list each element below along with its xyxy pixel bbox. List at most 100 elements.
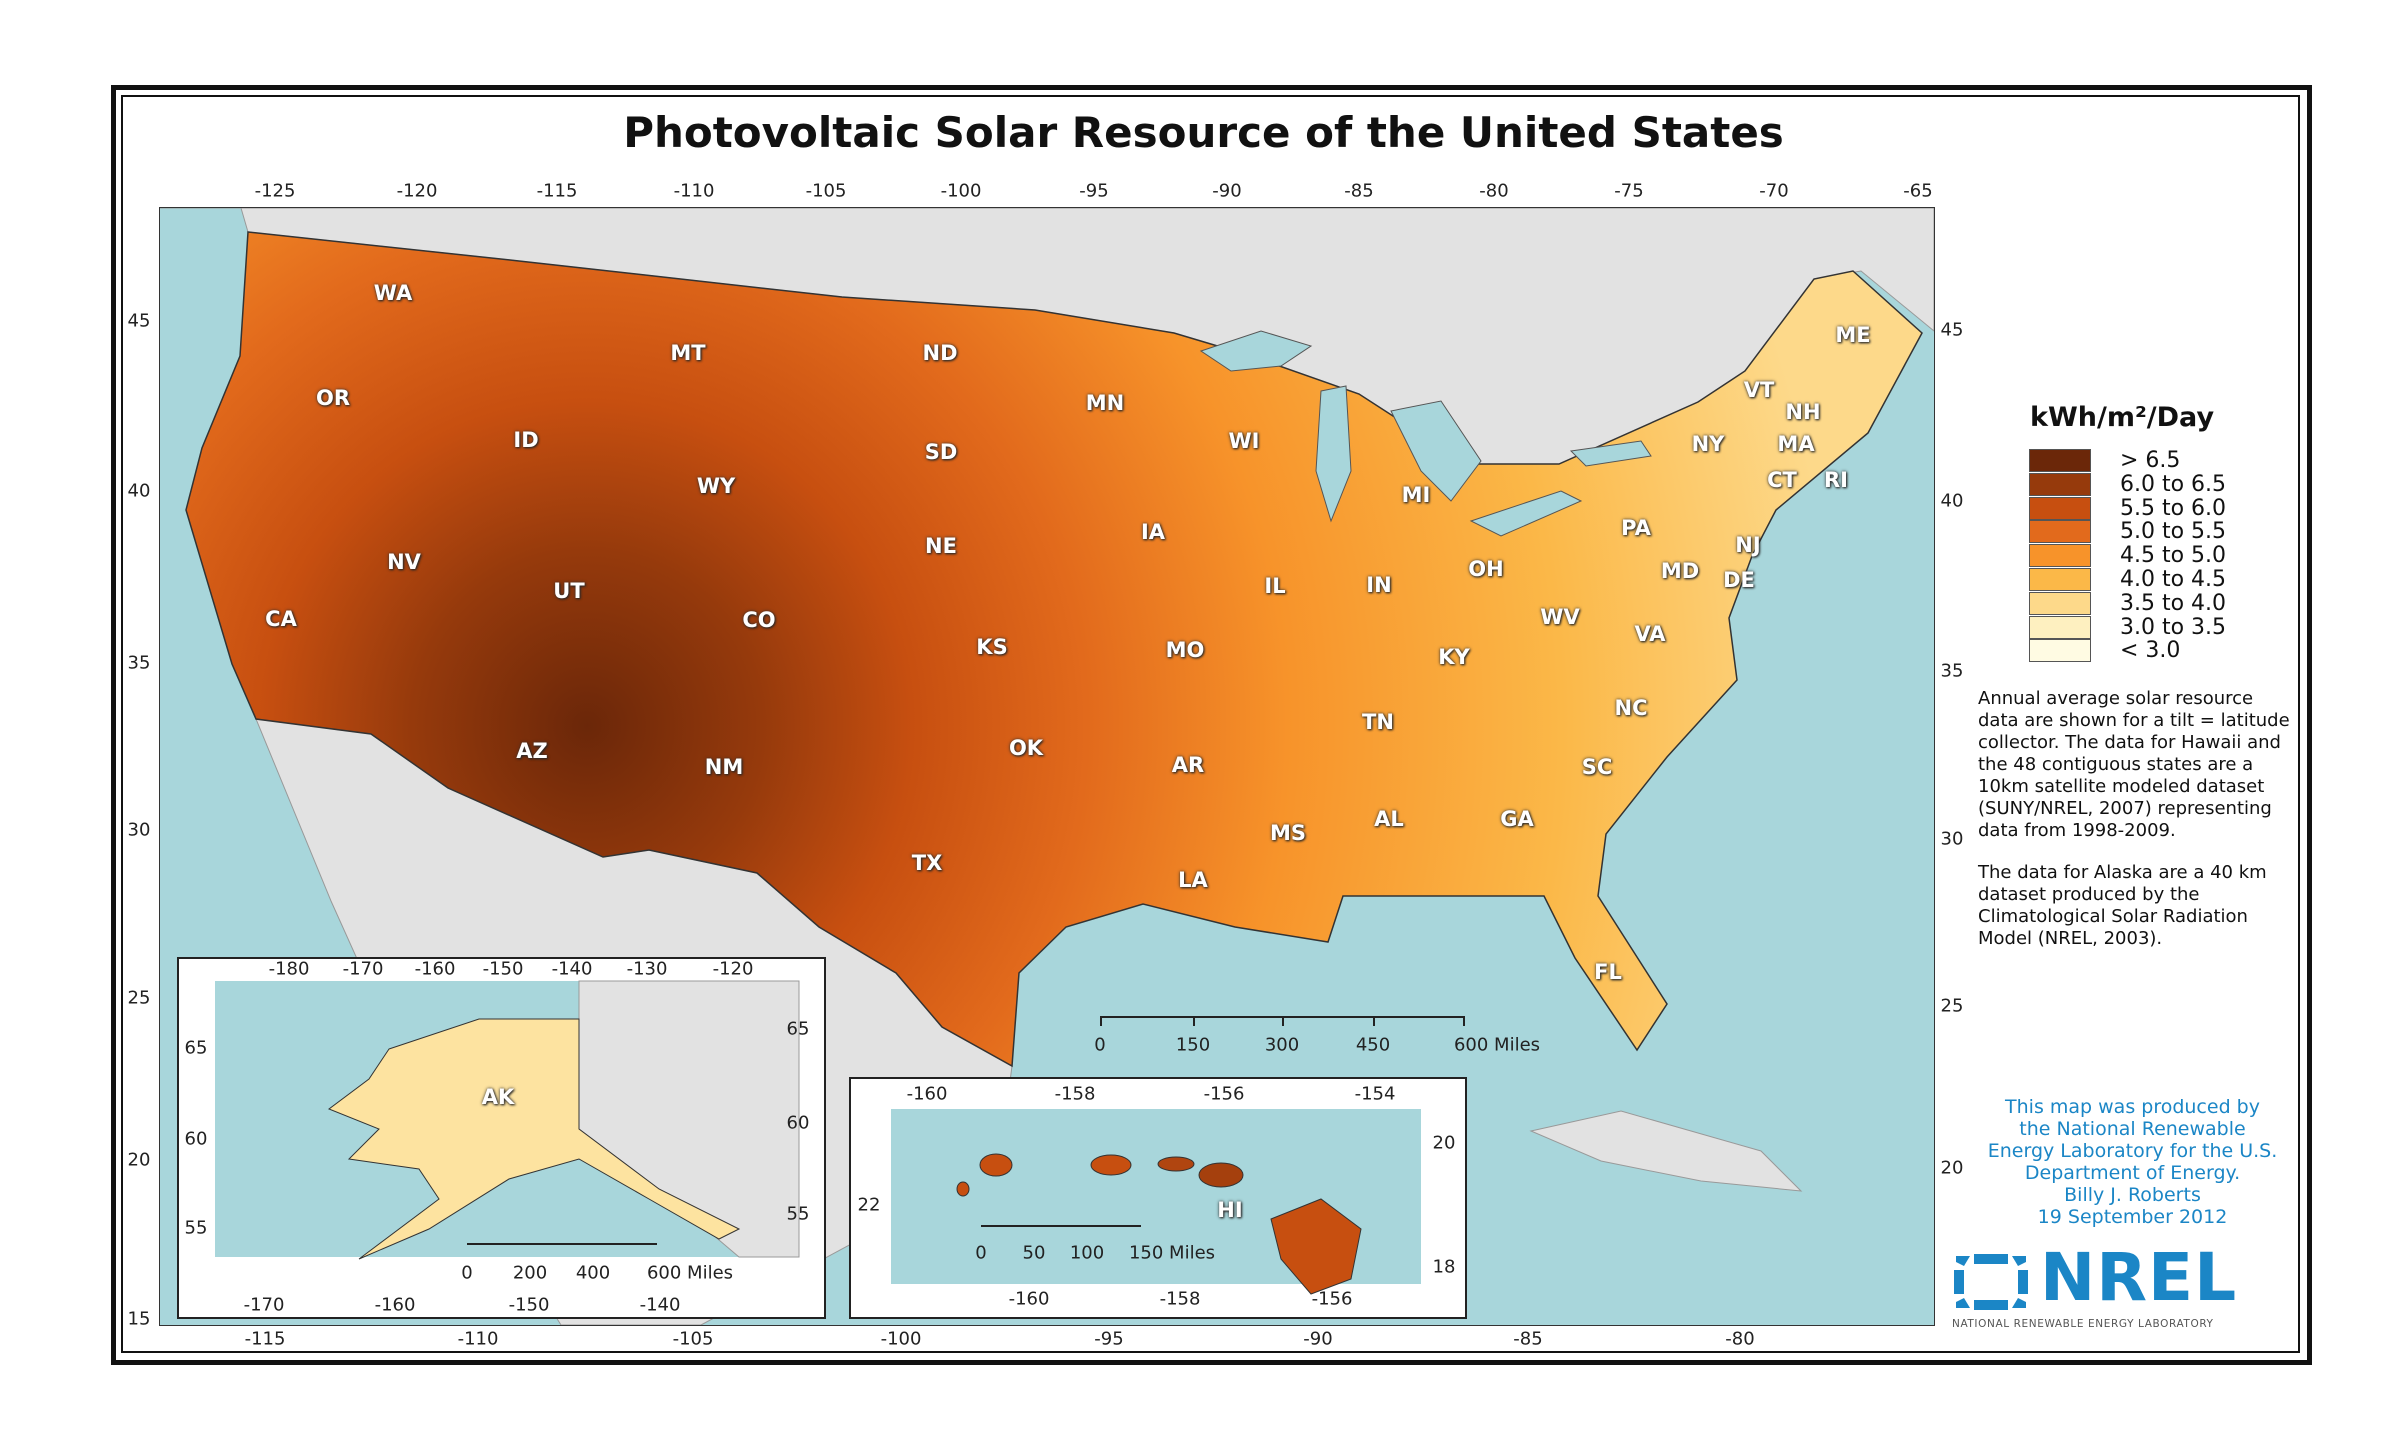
longitude-label: -80 <box>1479 180 1509 202</box>
longitude-label: -95 <box>1079 180 1109 202</box>
longitude-label: -120 <box>712 958 754 980</box>
longitude-label: -110 <box>673 180 715 202</box>
longitude-label: -95 <box>1094 1328 1124 1350</box>
description: Annual average solar resource data are s… <box>1978 688 2290 970</box>
state-label-ma: MA <box>1777 432 1815 456</box>
latitude-label: 25 <box>127 987 151 1009</box>
longitude-label: -105 <box>672 1328 714 1350</box>
credit-line: This map was produced by <box>2005 1096 2260 1118</box>
credit-line: Billy J. Roberts <box>2064 1184 2201 1206</box>
state-label-il: IL <box>1264 574 1286 598</box>
legend-label: 4.0 to 4.5 <box>2120 567 2227 592</box>
latitude-label: 15 <box>127 1308 151 1330</box>
state-label-va: VA <box>1634 622 1666 646</box>
credit-line: Energy Laboratory for the U.S. <box>1987 1140 2278 1162</box>
state-label-ok: OK <box>1008 736 1044 760</box>
alaska-land <box>327 1018 741 1260</box>
latitude-label: 22 <box>857 1194 881 1216</box>
latitude-label: 40 <box>1940 490 1964 512</box>
latitude-label: 60 <box>184 1128 208 1150</box>
longitude-label: -158 <box>1159 1288 1201 1310</box>
longitude-label: -90 <box>1303 1328 1333 1350</box>
legend-swatch <box>2029 615 2091 639</box>
scale-label: 0 <box>975 1242 987 1264</box>
state-label-co: CO <box>742 608 776 632</box>
longitude-label: -140 <box>639 1294 681 1316</box>
latitude-label: 20 <box>1940 1157 1964 1179</box>
description-paragraph-2: The data for Alaska are a 40 km dataset … <box>1978 862 2267 949</box>
legend-swatch <box>2029 544 2091 568</box>
legend-label: 3.5 to 4.0 <box>2120 590 2227 616</box>
lake-erie <box>1469 490 1583 537</box>
state-label-id: ID <box>513 428 539 452</box>
state-label-pa: PA <box>1621 516 1651 540</box>
longitude-label: -150 <box>508 1294 550 1316</box>
legend-swatch <box>2029 639 2091 663</box>
latitude-label: 65 <box>184 1037 208 1059</box>
legend-swatch <box>2029 449 2091 472</box>
longitude-label: -115 <box>536 180 578 202</box>
state-label-sc: SC <box>1581 755 1613 779</box>
state-label-nv: NV <box>387 550 421 574</box>
state-label-ia: IA <box>1140 520 1166 544</box>
hawaii-scale-bar <box>981 1225 1141 1227</box>
scale-label: 300 <box>1264 1034 1300 1056</box>
scale-tick <box>1193 1016 1195 1026</box>
lake-michigan <box>1315 385 1352 523</box>
scale-label: 0 <box>461 1262 473 1284</box>
longitude-label: -125 <box>254 180 296 202</box>
scale-tick <box>1373 1016 1375 1026</box>
latitude-label: 40 <box>127 480 151 502</box>
longitude-label: -120 <box>396 180 438 202</box>
scale-label: 600 Miles <box>1453 1034 1541 1056</box>
hawaii-inset <box>849 1077 1467 1319</box>
latitude-label: 35 <box>1940 660 1964 682</box>
molokai-island <box>1157 1156 1195 1172</box>
longitude-label: -156 <box>1311 1288 1353 1310</box>
latitude-label: 35 <box>127 652 151 674</box>
state-label-mt: MT <box>670 341 706 365</box>
state-label-hi: HI <box>1217 1198 1243 1222</box>
state-label-ut: UT <box>553 579 585 603</box>
state-label-sd: SD <box>924 440 958 464</box>
latitude-label: 30 <box>1940 828 1964 850</box>
latitude-label: 20 <box>1432 1132 1456 1154</box>
state-label-in: IN <box>1366 573 1392 597</box>
longitude-label: -85 <box>1344 180 1374 202</box>
longitude-label: -85 <box>1513 1328 1543 1350</box>
longitude-label: -158 <box>1054 1083 1096 1105</box>
longitude-label: -100 <box>940 180 982 202</box>
scale-label: 150 <box>1175 1034 1211 1056</box>
contiguous-us <box>185 231 1923 1068</box>
description-paragraph-1: Annual average solar resource data are s… <box>1978 688 2290 841</box>
state-label-mi: MI <box>1401 483 1431 507</box>
lake-superior <box>1199 330 1313 372</box>
latitude-label: 45 <box>1940 319 1964 341</box>
longitude-label: -130 <box>626 958 668 980</box>
hawaii-canvas <box>891 1109 1421 1295</box>
kauai-island <box>979 1153 1013 1177</box>
latitude-label: 65 <box>786 1018 810 1040</box>
longitude-label: -100 <box>880 1328 922 1350</box>
longitude-label: -115 <box>244 1328 286 1350</box>
credit-line: the National Renewable <box>2019 1118 2246 1140</box>
legend-swatch <box>2029 472 2091 496</box>
state-label-me: ME <box>1835 323 1871 347</box>
state-label-or: OR <box>315 386 351 410</box>
scale-label: 100 <box>1069 1242 1105 1264</box>
scale-tick <box>1463 1016 1465 1026</box>
state-label-mn: MN <box>1085 391 1125 415</box>
state-label-oh: OH <box>1468 557 1504 581</box>
longitude-label: -160 <box>374 1294 416 1316</box>
state-label-ga: GA <box>1500 807 1534 831</box>
latitude-label: 18 <box>1432 1256 1456 1278</box>
legend-label: > 6.5 <box>2120 448 2181 473</box>
state-label-fl: FL <box>1594 960 1622 984</box>
legend-swatch <box>2029 568 2091 591</box>
map-title: Photovoltaic Solar Resource of the Unite… <box>623 108 1784 157</box>
nrel-logo-subtitle: NATIONAL RENEWABLE ENERGY LABORATORY <box>1952 1318 2214 1330</box>
legend-swatch <box>2029 496 2091 520</box>
state-label-ky: KY <box>1438 645 1470 669</box>
state-label-ny: NY <box>1691 432 1725 456</box>
scale-tick <box>1100 1016 1102 1026</box>
